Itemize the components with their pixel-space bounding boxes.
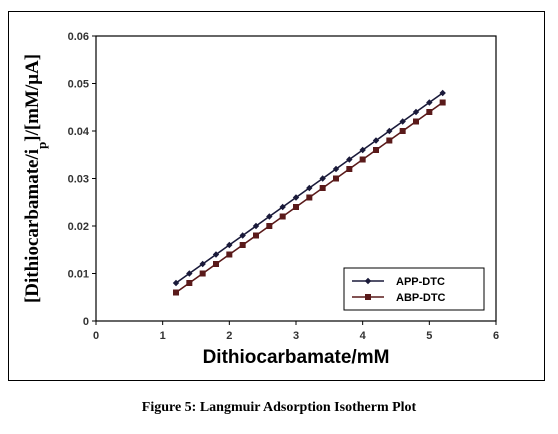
x-tick-label: 0 [93,330,99,342]
data-point [439,99,446,106]
data-point [399,128,406,134]
data-point [346,156,353,163]
legend-box [343,267,485,311]
data-point [306,184,313,192]
data-point [359,156,366,163]
y-axis-label: [Dithiocarbamate/ip]/[mM/μA] [22,54,49,303]
data-point [212,251,220,258]
series-app-dtc [172,89,446,287]
data-point [413,118,419,125]
y-tick-label: 0.05 [68,79,89,91]
data-point [279,213,286,220]
data-point [412,108,420,116]
data-point [239,242,246,248]
data-point [332,165,340,173]
data-point [346,166,353,172]
data-point [199,270,206,277]
data-point [279,203,286,211]
langmuir-chart: 0 0.01 0.02 0.03 0.04 0.05 0.06 0 1 2 3 4 5 6 APP-DTC… [22,31,499,368]
y-tick-label: 0 [83,316,89,328]
data-point [319,175,326,182]
legend-label: ABP-DTC [396,292,446,304]
x-tick-label: 6 [493,330,499,342]
data-point [399,118,406,125]
legend: APP-DTC ABP-DTC [343,267,485,311]
data-point [306,194,313,201]
data-point [213,261,219,267]
data-point [386,137,393,144]
data-point [333,175,339,182]
data-point [359,146,366,154]
y-tick-label: 0.03 [68,174,89,186]
data-point [266,223,273,229]
y-tick-label: 0.04 [68,126,90,138]
data-point [293,204,299,210]
data-point [199,260,206,268]
x-tick-label: 2 [226,330,232,342]
x-tick-label: 1 [160,330,166,342]
legend-label: APP-DTC [396,276,445,288]
data-point [319,185,326,191]
data-point [252,222,260,230]
legend-marker [365,294,371,300]
data-point [172,279,180,287]
data-point [386,127,393,135]
axes: 0 0.01 0.02 0.03 0.04 0.05 0.06 0 1 2 3 4 5 6 [68,31,499,342]
x-tick-label: 3 [293,330,299,342]
series-layer [172,89,446,296]
legend-marker [364,277,372,285]
data-point [372,137,380,144]
data-point [373,147,379,153]
series-abp-dtc [173,99,446,296]
data-point [426,109,433,115]
x-tick-label: 5 [426,330,432,342]
x-tick-label: 4 [360,330,367,342]
data-point [226,241,233,249]
data-point [253,232,259,239]
y-tick-label: 0.01 [68,269,89,281]
data-point [266,213,273,220]
figure-frame [8,11,545,381]
data-point [173,289,179,296]
data-point [239,232,246,239]
data-point [186,270,193,277]
data-point [292,194,300,201]
data-point [439,89,446,97]
x-axis-label: Dithiocarbamate/mM [203,347,390,368]
y-tick-label: 0.02 [68,221,89,233]
figure-caption: Figure 5: Langmuir Adsorption Isotherm P… [141,400,417,415]
data-point [186,280,193,286]
y-tick-label: 0.06 [68,31,89,43]
data-point [426,99,433,106]
data-point [226,251,233,258]
